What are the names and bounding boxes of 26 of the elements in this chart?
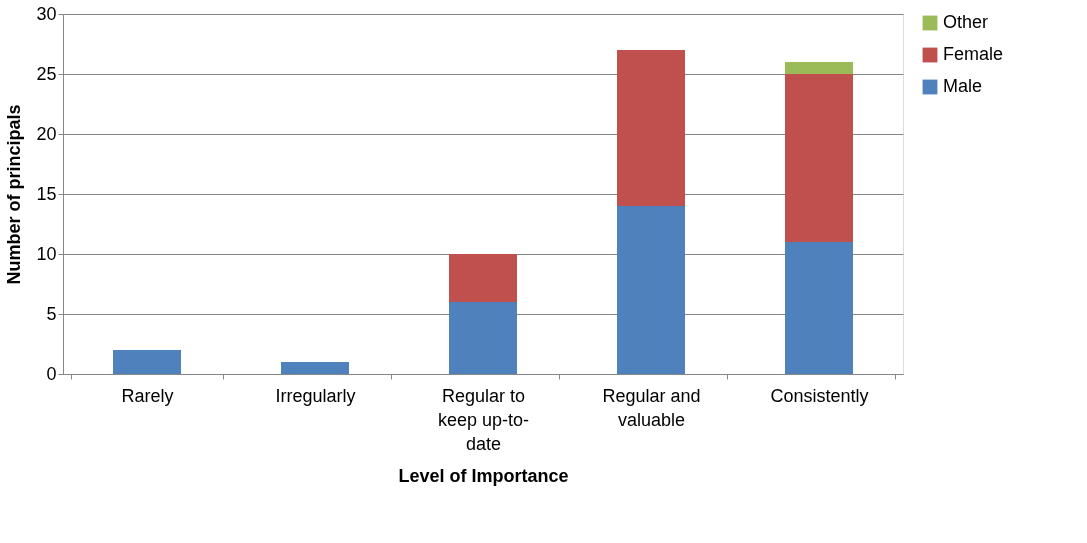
x-tick-label: Regular and valuable (602, 385, 701, 430)
bar (785, 74, 853, 242)
legend-label: Other (943, 12, 989, 32)
bar (785, 242, 853, 374)
x-tick-label: Irregularly (275, 385, 356, 406)
y-tick-label: 25 (36, 63, 57, 84)
y-tick-label: 30 (36, 3, 57, 24)
x-tick-label: Consistently (770, 385, 869, 406)
bar (785, 62, 853, 74)
x-tick-label: Rarely (121, 385, 174, 406)
bar (617, 206, 685, 374)
bar (617, 50, 685, 206)
y-tick-label: 5 (46, 303, 57, 324)
legend-label: Female (943, 44, 1004, 64)
legend-label: Male (943, 76, 983, 96)
y-axis-title: Number of principals (4, 104, 25, 285)
y-tick-label: 0 (46, 363, 57, 384)
bar (449, 254, 517, 302)
bar (113, 350, 181, 374)
y-tick-label: 10 (36, 243, 57, 264)
y-tick-label: 20 (36, 123, 57, 144)
y-tick-label: 15 (36, 183, 57, 204)
bar (449, 302, 517, 374)
x-axis-title: Level of Importance (398, 465, 569, 486)
bar (281, 362, 349, 374)
x-tick-label: Regular to keep up-to-date (437, 385, 530, 454)
